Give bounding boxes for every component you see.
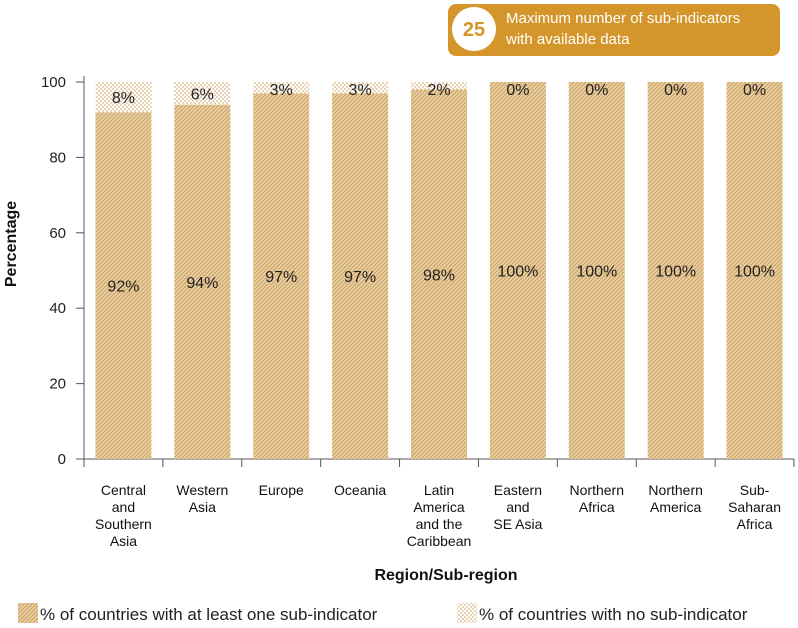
bar-no-sub-indicator xyxy=(332,82,389,94)
bar-value-label-at-least-one: 100% xyxy=(576,264,617,281)
bar-at-least-one xyxy=(647,82,704,459)
badge-number-circle xyxy=(452,7,496,51)
bar-value-label-none: 3% xyxy=(270,82,293,99)
bar-value-label-at-least-one: 98% xyxy=(423,267,455,284)
x-category-label: Latin xyxy=(424,482,454,498)
y-tick-label: 80 xyxy=(49,149,66,166)
bar-value-label-none: 0% xyxy=(585,82,608,99)
x-category-label: Oceania xyxy=(334,482,386,498)
bar-value-label-none: 8% xyxy=(112,90,135,107)
x-category-label: and xyxy=(112,499,135,515)
bar-no-sub-indicator xyxy=(174,82,231,105)
bar-at-least-one xyxy=(568,82,625,459)
bar-at-least-one xyxy=(253,93,310,459)
x-category-label: and xyxy=(506,499,529,515)
x-category-label: Caribbean xyxy=(407,533,472,549)
x-category-label: America xyxy=(650,499,702,515)
bar-at-least-one xyxy=(95,112,152,459)
y-tick-label: 0 xyxy=(58,451,66,468)
info-badge: 25 Maximum number of sub-indicators with… xyxy=(448,4,780,56)
x-category-label: Africa xyxy=(579,499,615,515)
x-category-label: Europe xyxy=(259,482,304,498)
bar-value-label-at-least-one: 97% xyxy=(344,269,376,286)
badge-number: 25 xyxy=(463,19,485,41)
legend: % of countries with at least one sub-ind… xyxy=(18,603,748,624)
bar-value-label-none: 3% xyxy=(349,82,372,99)
y-tick-label: 60 xyxy=(49,225,66,242)
bar-value-label-none: 0% xyxy=(506,82,529,99)
x-category-label: Africa xyxy=(737,516,773,532)
bar-value-label-none: 0% xyxy=(743,82,766,99)
bar-value-label-none: 6% xyxy=(191,86,214,103)
bar-value-label-none: 2% xyxy=(427,82,450,99)
y-axis-title: Percentage xyxy=(3,201,20,287)
y-tick-label: 20 xyxy=(49,376,66,393)
bar-value-label-none: 0% xyxy=(664,82,687,99)
x-category-label: and the xyxy=(416,516,463,532)
bar-at-least-one xyxy=(411,89,467,459)
x-category-label: Asia xyxy=(189,499,216,515)
badge-text-line2: with available data xyxy=(505,31,630,48)
bar-at-least-one xyxy=(726,82,783,459)
bar-value-label-at-least-one: 97% xyxy=(265,269,297,286)
y-tick-label: 40 xyxy=(49,300,66,317)
legend-label-none: % of countries with no sub-indicator xyxy=(479,605,748,624)
x-category-label: Saharan xyxy=(728,499,781,515)
x-category-label: Northern xyxy=(570,482,624,498)
bar-no-sub-indicator xyxy=(253,82,310,94)
x-category-label: Southern xyxy=(95,516,152,532)
bar-at-least-one xyxy=(489,82,546,459)
bar-no-sub-indicator xyxy=(95,82,152,113)
x-category-label: Eastern xyxy=(494,482,542,498)
y-tick-label: 100 xyxy=(41,74,66,91)
legend-swatch-at-least-one xyxy=(18,603,38,623)
bar-value-label-at-least-one: 100% xyxy=(734,264,775,281)
bars-group xyxy=(95,82,783,460)
bar-value-label-at-least-one: 92% xyxy=(107,279,139,296)
bar-value-label-at-least-one: 94% xyxy=(186,275,218,292)
y-axis: 0 20 40 60 80 100 xyxy=(41,74,85,468)
x-category-label: America xyxy=(413,499,465,515)
legend-swatch-none xyxy=(457,603,477,623)
bar-labels-group: 92% 8% 94% 6% 97% 3% 97% 3% 98% 2% 100% 0% 100% 0% 100… xyxy=(107,82,775,296)
x-category-label: Northern xyxy=(648,482,702,498)
badge-background xyxy=(448,4,780,56)
bar-value-label-at-least-one: 100% xyxy=(497,264,538,281)
x-category-label: Central xyxy=(101,482,146,498)
x-category-label: SE Asia xyxy=(493,516,542,532)
x-axis-title: Region/Sub-region xyxy=(374,567,517,584)
bar-at-least-one xyxy=(332,93,389,459)
bar-at-least-one xyxy=(174,104,231,460)
x-category-label: Asia xyxy=(110,533,137,549)
bar-value-label-at-least-one: 100% xyxy=(655,264,696,281)
bar-no-sub-indicator xyxy=(411,82,467,90)
x-category-label: Sub- xyxy=(740,482,770,498)
legend-label-at-least-one: % of countries with at least one sub-ind… xyxy=(40,605,378,624)
x-category-label: Western xyxy=(176,482,228,498)
x-axis xyxy=(83,458,795,467)
badge-text-line1: Maximum number of sub-indicators xyxy=(506,10,740,27)
